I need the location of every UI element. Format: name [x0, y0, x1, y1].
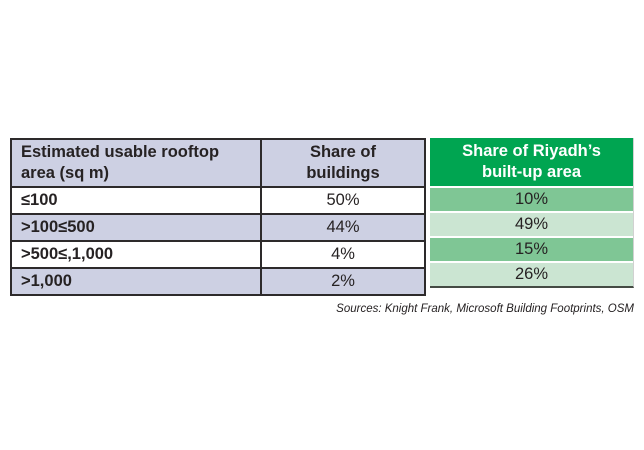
share-buildings-value: 44%	[326, 218, 360, 236]
row-label-gt-1000: >1,000	[12, 269, 262, 294]
table-row: ≤100 50%	[12, 188, 424, 215]
table-row: >1,000 2%	[12, 269, 424, 294]
share-buildings-value: 4%	[331, 245, 355, 263]
row-label-100-500: >100≤500	[12, 215, 262, 240]
share-buildings-value: 50%	[326, 191, 360, 209]
rooftop-table: Estimated usable rooftop area (sq m) Sha…	[10, 138, 426, 296]
col-header-rooftop-area: Estimated usable rooftop area (sq m)	[12, 140, 262, 186]
share-area-value: 10%	[430, 186, 633, 211]
share-buildings-value: 2%	[331, 272, 355, 290]
table-row: >500≤,1,000 4%	[12, 242, 424, 269]
share-area-value: 26%	[430, 261, 633, 286]
col-header-share-buildings: Share of buildings	[306, 143, 380, 182]
table-header-row: Estimated usable rooftop area (sq m) Sha…	[12, 140, 424, 188]
share-area-value: 49%	[430, 211, 633, 236]
table-row: >100≤500 44%	[12, 215, 424, 242]
row-label-500-1000: >500≤,1,000	[12, 242, 262, 267]
share-area-value: 15%	[430, 236, 633, 261]
riyadh-built-up-column: Share of Riyadh’s built-up area 10% 49% …	[430, 138, 634, 288]
source-note: Sources: Knight Frank, Microsoft Buildin…	[336, 303, 634, 315]
col-header-share-riyadh-area: Share of Riyadh’s built-up area	[430, 138, 633, 186]
row-label-le-100: ≤100	[12, 188, 262, 213]
